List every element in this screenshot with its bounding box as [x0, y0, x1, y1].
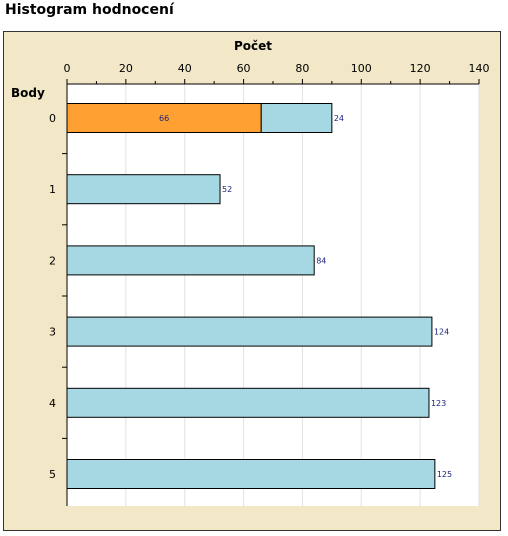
- bar-segment: [66, 387, 430, 418]
- data-label: 24: [334, 114, 344, 123]
- x-tick-label: 0: [64, 62, 71, 75]
- bar-segment: [66, 316, 433, 347]
- plot-area: [67, 84, 479, 506]
- data-label: 66: [159, 114, 169, 123]
- data-label: 84: [316, 256, 326, 265]
- bar-segment: [66, 459, 436, 489]
- x-tick-label: 20: [119, 62, 133, 75]
- x-tick-label: 40: [178, 62, 192, 75]
- x-tick-label: 140: [469, 62, 490, 75]
- y-tick-label: 2: [49, 254, 56, 267]
- bar-segment: [260, 103, 333, 133]
- x-tick-label: 80: [295, 62, 309, 75]
- y-tick-label: 4: [49, 397, 56, 410]
- data-label: 124: [434, 328, 449, 337]
- x-tick-label: 60: [237, 62, 251, 75]
- data-label: 125: [437, 470, 452, 479]
- x-axis-title: Počet: [234, 39, 272, 53]
- y-tick-label: 5: [49, 468, 56, 481]
- x-tick-label: 120: [410, 62, 431, 75]
- data-label: 123: [431, 399, 446, 408]
- y-axis-title: Body: [11, 86, 45, 100]
- bar-segment: [66, 174, 221, 205]
- page-title: Histogram hodnocení: [5, 2, 174, 18]
- data-label: 52: [222, 185, 232, 194]
- y-tick-label: 3: [49, 326, 56, 339]
- y-tick-label: 1: [49, 183, 56, 196]
- y-tick-label: 0: [49, 112, 56, 125]
- x-tick-label: 100: [351, 62, 372, 75]
- bar-segment: [66, 245, 315, 276]
